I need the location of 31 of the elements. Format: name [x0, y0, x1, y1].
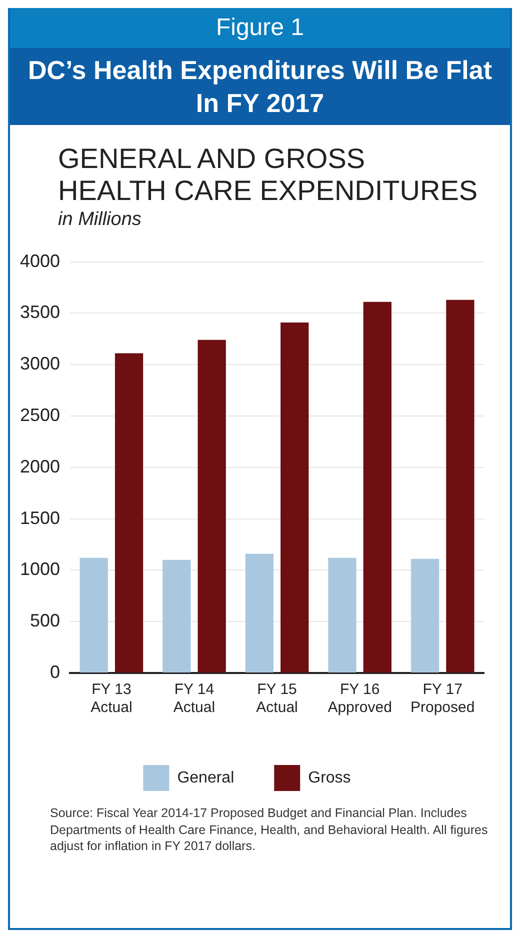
- x-tick-label: FY 16 Approved: [328, 682, 392, 717]
- bar: [162, 560, 191, 673]
- bar: [245, 554, 274, 673]
- y-tick-label: 4000: [20, 251, 60, 272]
- bar: [328, 558, 356, 673]
- bar: [280, 322, 309, 673]
- bar: [198, 340, 226, 673]
- y-axis-title: in Millions: [58, 209, 142, 232]
- y-tick-label: 1500: [20, 508, 60, 528]
- y-tick-label: 3000: [20, 354, 60, 374]
- bar: [80, 558, 108, 673]
- y-tick-label: 2000: [20, 456, 60, 477]
- bar: [410, 559, 440, 673]
- chart-subtitle: GENERAL AND GROSS HEALTH CARE EXPENDITURES: [58, 143, 478, 208]
- legend-label: General: [177, 770, 234, 787]
- y-tick-label: 0: [50, 662, 60, 682]
- y-tick-label: 1000: [20, 560, 60, 580]
- bar: [363, 302, 392, 673]
- bar: [446, 300, 474, 673]
- legend-label: Gross: [308, 770, 351, 787]
- x-tick-label: FY 14 Actual: [173, 682, 216, 717]
- bar: [114, 354, 144, 673]
- source-note: Source: Fiscal Year 2014-17 Proposed Budget and Financial Plan. Includes Departments of Health Care Finance, Health, and Behavioral Health. All figures adjust for inflation in FY 2017 dollars.: [49, 805, 489, 854]
- y-tick-label: 2500: [20, 405, 60, 426]
- x-tick-label: FY 13 Actual: [90, 682, 132, 717]
- x-tick-label: FY 15 Actual: [256, 682, 298, 717]
- caption: Figure 1: [10, 8, 510, 48]
- x-tick-label: FY 17 Proposed: [410, 682, 475, 717]
- chart-title: DC’s Health Expenditures Will Be Flat In FY 2017: [10, 48, 510, 125]
- y-tick-label: 500: [30, 610, 60, 631]
- y-tick-label: 3500: [20, 302, 60, 323]
